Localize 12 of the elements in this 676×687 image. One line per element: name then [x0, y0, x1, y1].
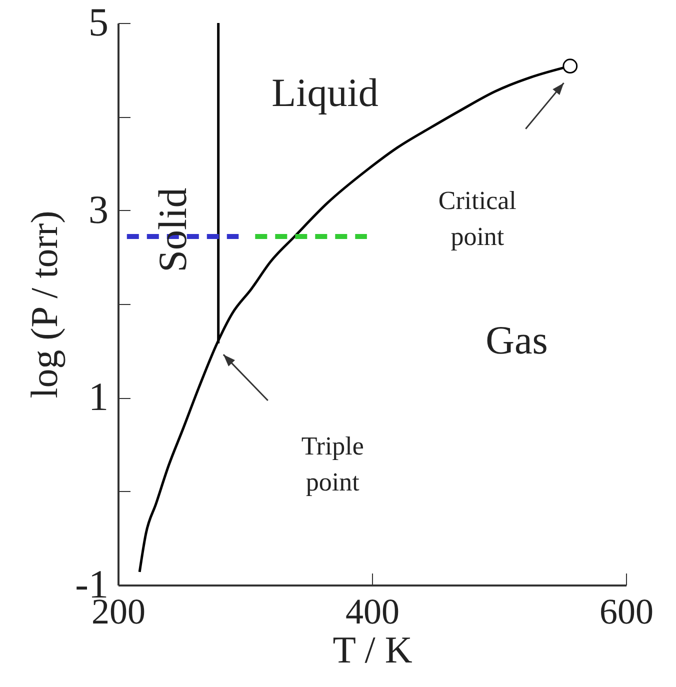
y-tick-label: 5: [88, 0, 108, 44]
x-axis-title: T / K: [332, 630, 413, 672]
x-tick-label: 600: [600, 592, 654, 632]
annotation: Critical point: [438, 186, 516, 251]
annotation: Gas: [486, 317, 548, 362]
annotation: Triple point: [301, 431, 364, 496]
annotation: Solid: [150, 188, 195, 272]
y-tick-label: 3: [88, 186, 108, 232]
annotation: Liquid: [272, 70, 378, 116]
y-axis-title: log (P / torr): [24, 210, 66, 398]
x-tick-label: 400: [346, 592, 400, 632]
y-tick-label: 1: [88, 374, 108, 420]
